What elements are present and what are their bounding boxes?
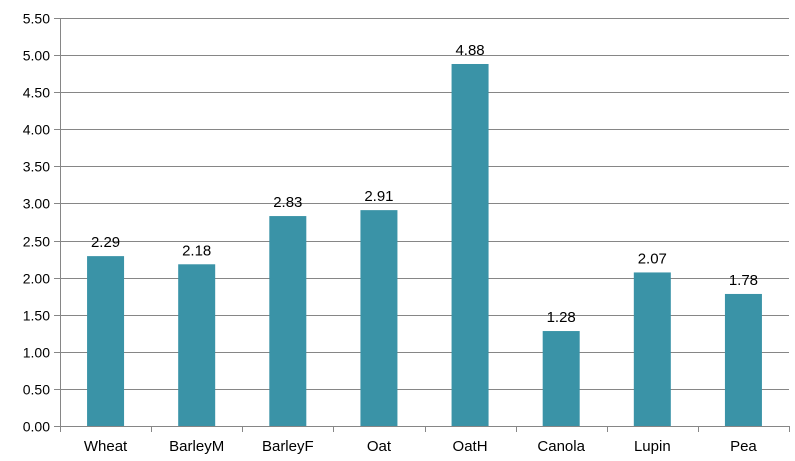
- y-tick-label: 4.00: [23, 122, 50, 138]
- y-tick-label: 3.50: [23, 159, 50, 175]
- axes: [60, 18, 789, 427]
- data-label: 2.29: [91, 234, 120, 251]
- gridlines: [60, 18, 789, 390]
- data-label: 2.91: [364, 188, 393, 205]
- x-tick-label: BarleyF: [262, 438, 314, 455]
- y-tick-label: 2.00: [23, 271, 50, 287]
- y-tick-label: 5.50: [23, 11, 50, 27]
- data-label: 1.78: [729, 272, 758, 289]
- y-axis-ticks: 0.00 0.50 1.00 1.50 2.00 2.50 3.00 3.50 4.00 4.50…: [23, 11, 60, 435]
- data-label: 2.18: [182, 242, 211, 259]
- bar-wheat: [87, 256, 125, 426]
- bar-pea: [724, 293, 762, 426]
- bar-barleyf: [269, 216, 307, 426]
- y-tick-label: 5.00: [23, 48, 50, 64]
- bar-lupin: [633, 272, 671, 426]
- x-tick-label: Canola: [537, 438, 585, 455]
- y-tick-label: 1.50: [23, 308, 50, 324]
- y-tick-label: 4.50: [23, 85, 50, 101]
- x-tick-label: BarleyM: [169, 438, 224, 455]
- bar-oath: [451, 63, 489, 426]
- bar-barleym: [178, 264, 216, 426]
- x-tick-label: Wheat: [84, 438, 128, 455]
- y-tick-label: 2.50: [23, 234, 50, 250]
- y-tick-label: 0.50: [23, 382, 50, 398]
- y-tick-label: 0.00: [23, 419, 50, 435]
- data-label: 4.88: [455, 42, 484, 59]
- x-tick-label: Lupin: [634, 438, 671, 455]
- data-label: 2.83: [273, 194, 302, 211]
- x-tick-label: OatH: [453, 438, 488, 455]
- x-tick-label: Pea: [730, 438, 757, 455]
- y-tick-label: 3.00: [23, 196, 50, 212]
- x-tick-label: Oat: [367, 438, 392, 455]
- data-labels: 2.29 2.18 2.83 2.91 4.88 1.28 2.07 1.78: [91, 42, 758, 326]
- y-tick-label: 1.00: [23, 345, 50, 361]
- bar-oat: [360, 210, 398, 426]
- bars: [87, 63, 762, 426]
- data-label: 2.07: [638, 250, 667, 267]
- data-label: 1.28: [547, 309, 576, 326]
- x-axis-ticks: Wheat BarleyM BarleyF Oat OatH Canola Lupin Pea: [60, 426, 790, 455]
- bar-canola: [542, 331, 580, 426]
